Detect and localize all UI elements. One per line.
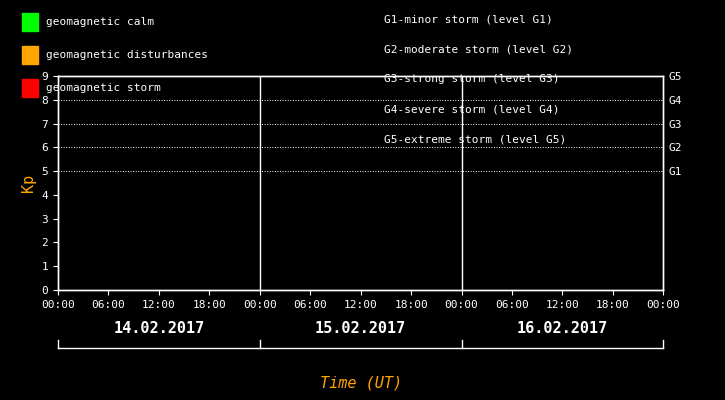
Text: Time (UT): Time (UT) [320,375,402,390]
Text: G5-extreme storm (level G5): G5-extreme storm (level G5) [384,134,566,144]
Text: G4-severe storm (level G4): G4-severe storm (level G4) [384,104,560,114]
Text: 14.02.2017: 14.02.2017 [113,321,204,336]
Text: G1-minor storm (level G1): G1-minor storm (level G1) [384,14,553,24]
Text: G2-moderate storm (level G2): G2-moderate storm (level G2) [384,44,573,54]
Text: G3-strong storm (level G3): G3-strong storm (level G3) [384,74,560,84]
Text: 16.02.2017: 16.02.2017 [517,321,608,336]
Text: geomagnetic storm: geomagnetic storm [46,84,161,94]
Text: 15.02.2017: 15.02.2017 [315,321,406,336]
Text: geomagnetic disturbances: geomagnetic disturbances [46,50,208,60]
Y-axis label: Kp: Kp [21,174,36,192]
Text: geomagnetic calm: geomagnetic calm [46,17,154,27]
